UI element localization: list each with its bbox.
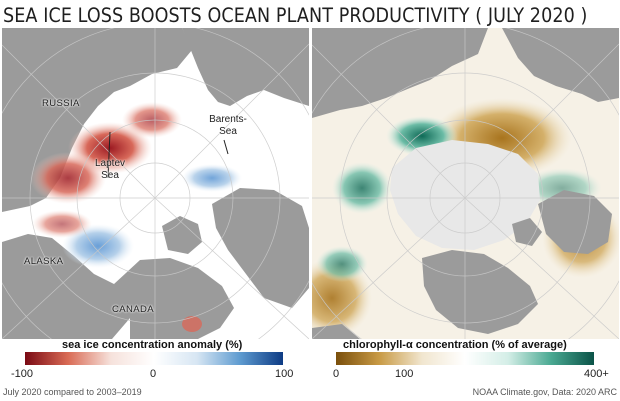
land-islands-2	[178, 294, 208, 322]
left-colorbar-title: sea ice concentration anomaly (%)	[62, 339, 243, 351]
label-russia: RUSSIA	[42, 98, 80, 109]
land-greenland	[212, 188, 309, 308]
right-tick-mid: 100	[395, 368, 414, 380]
land-greenland	[538, 190, 612, 254]
barents-anomaly	[182, 164, 242, 192]
chl-bering-teal	[316, 246, 368, 282]
right-tick-max: 400+	[584, 368, 609, 380]
chukchi-anomaly	[32, 210, 92, 238]
land-islands	[162, 216, 202, 254]
land-canada	[422, 250, 538, 334]
chlorophyll-map	[312, 28, 619, 339]
left-tick-min: -100	[11, 368, 34, 380]
land-russia-east	[182, 28, 309, 106]
sea-ice-anomaly-map: RUSSIA Barents- Sea Laptev Sea ALASKA CA…	[2, 28, 309, 339]
sea-ice-map-svg	[2, 28, 309, 339]
baffin-anomaly	[182, 316, 202, 332]
footer-credit: NOAA Climate.gov, Data: 2020 ARC	[472, 387, 617, 397]
left-tick-mid: 0	[150, 368, 157, 380]
footer-comparison-period: July 2020 compared to 2003–2019	[3, 387, 142, 397]
label-canada: CANADA	[112, 304, 154, 315]
land-canada	[114, 258, 234, 339]
sea-ice-colorbar	[25, 352, 283, 365]
chlorophyll-colorbar	[336, 352, 594, 365]
land-alaska	[2, 234, 130, 339]
label-laptev-sea: Laptev Sea	[94, 158, 126, 181]
land-islands	[512, 218, 542, 246]
label-barents-sea: Barents- Sea	[209, 114, 247, 137]
page-title: SEA ICE LOSS BOOSTS OCEAN PLANT PRODUCTI…	[3, 4, 588, 27]
land-russia-north	[312, 28, 488, 118]
chlorophyll-map-svg	[312, 28, 619, 339]
graticule	[2, 28, 309, 339]
right-colorbar-title: chlorophyll-α concentration (% of averag…	[343, 339, 567, 351]
graticule	[312, 28, 619, 339]
left-tick-max: 100	[275, 368, 294, 380]
siberian-anomaly	[30, 152, 106, 204]
chl-siberian-teal	[332, 162, 392, 214]
right-tick-min: 0	[333, 368, 340, 380]
land-east	[502, 28, 619, 102]
label-alaska: ALASKA	[24, 256, 64, 267]
